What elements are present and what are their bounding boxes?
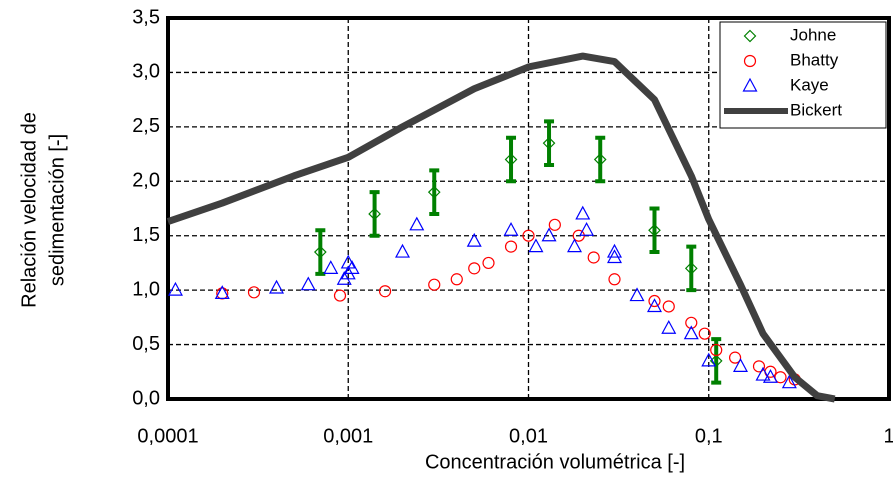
circle-marker: [548, 218, 561, 231]
triangle-marker: [579, 222, 595, 236]
line-series: [166, 52, 836, 403]
triangle-marker: [683, 325, 699, 340]
triangle-marker: [395, 243, 411, 258]
x-tick-label: 0,001: [323, 425, 373, 447]
triangle-marker: [701, 352, 717, 367]
diamond-marker: [709, 354, 723, 368]
y-tick-label: 2,5: [132, 115, 160, 137]
triangle-marker: [528, 238, 544, 253]
legend: Johne Bhatty Kaye Bickert: [719, 21, 887, 129]
y-tick-label: 1,5: [132, 224, 160, 246]
error-bar: [711, 337, 722, 385]
y-tick-label: 2,0: [132, 170, 160, 192]
triangle-marker: [300, 276, 316, 291]
x-tick-label: 1: [883, 425, 893, 447]
x-tick-label: 0,01: [509, 425, 548, 447]
circle-marker: [648, 294, 661, 308]
circle-marker: [468, 262, 481, 275]
triangle-marker: [214, 285, 230, 300]
triangle-marker: [606, 243, 623, 258]
diamond-marker: [504, 153, 518, 166]
error-bar: [686, 244, 697, 293]
triangle-marker: [742, 77, 758, 92]
legend-label: Bhatty: [790, 50, 839, 69]
triangle-marker: [629, 287, 645, 302]
triangle-marker: [762, 368, 778, 383]
y-axis-label: sedimentación [-]: [46, 134, 68, 286]
legend-label: Kaye: [790, 75, 829, 94]
x-axis-label: Concentración volumétrica [-]: [425, 451, 685, 473]
diamond-marker: [684, 262, 698, 275]
diamond-marker: [593, 153, 607, 166]
circle-marker: [698, 327, 711, 340]
circle-marker: [743, 54, 757, 68]
y-axis-label: Relación velocidad de: [18, 112, 40, 308]
circle-marker: [710, 343, 723, 357]
triangle-marker: [541, 227, 557, 242]
circle-marker: [587, 251, 600, 264]
triangle-marker: [323, 260, 339, 274]
circle-marker: [378, 285, 392, 298]
circle-marker: [428, 278, 441, 291]
y-tick-label: 3,5: [132, 6, 160, 28]
diamond-marker: [648, 223, 661, 237]
plot-frame: [166, 16, 891, 401]
y-tick-label: 0,5: [132, 333, 160, 355]
error-bar: [315, 228, 326, 276]
error-bar: [649, 206, 660, 255]
triangle-marker: [781, 374, 797, 389]
error-bar: [506, 135, 517, 184]
diamond-marker: [743, 29, 757, 43]
triangle-marker: [661, 319, 677, 334]
circle-marker: [522, 229, 535, 242]
triangle-marker: [167, 281, 183, 296]
triangle-marker: [269, 279, 285, 294]
x-tick-label: 0,1: [695, 425, 723, 447]
circle-marker: [752, 360, 766, 373]
triangle-marker: [409, 216, 425, 231]
diamond-marker: [368, 207, 381, 221]
error-bar: [429, 168, 440, 216]
circle-marker: [504, 240, 518, 253]
y-tick-label: 3,0: [132, 61, 160, 83]
circle-marker: [333, 289, 347, 302]
triangle-marker: [344, 260, 360, 274]
circle-marker: [482, 256, 495, 270]
circle-marker: [450, 273, 463, 286]
error-bar: [369, 190, 380, 238]
error-bar: [595, 135, 606, 184]
legend-label: Johne: [790, 25, 836, 44]
triangle-marker: [503, 222, 519, 236]
circle-marker: [247, 286, 261, 299]
legend-label: Bickert: [790, 100, 842, 119]
circle-marker: [608, 273, 621, 286]
triangle-marker: [732, 358, 748, 372]
diamond-marker: [542, 136, 556, 150]
circle-marker: [685, 316, 698, 329]
error-bar: [544, 119, 555, 167]
y-tick-label: 1,0: [132, 278, 160, 300]
triangle-marker: [466, 232, 482, 247]
triangle-marker: [567, 238, 583, 253]
circle-marker: [662, 300, 675, 313]
triangle-marker: [646, 298, 662, 313]
y-tick-label: 0,0: [132, 387, 160, 409]
x-tick-label: 0,0001: [137, 425, 198, 447]
diamond-marker: [313, 245, 327, 259]
diamond-marker: [427, 185, 441, 199]
triangle-marker: [575, 205, 591, 220]
circle-marker: [728, 351, 742, 364]
circle-marker: [774, 371, 787, 384]
triangle-marker: [755, 366, 771, 381]
